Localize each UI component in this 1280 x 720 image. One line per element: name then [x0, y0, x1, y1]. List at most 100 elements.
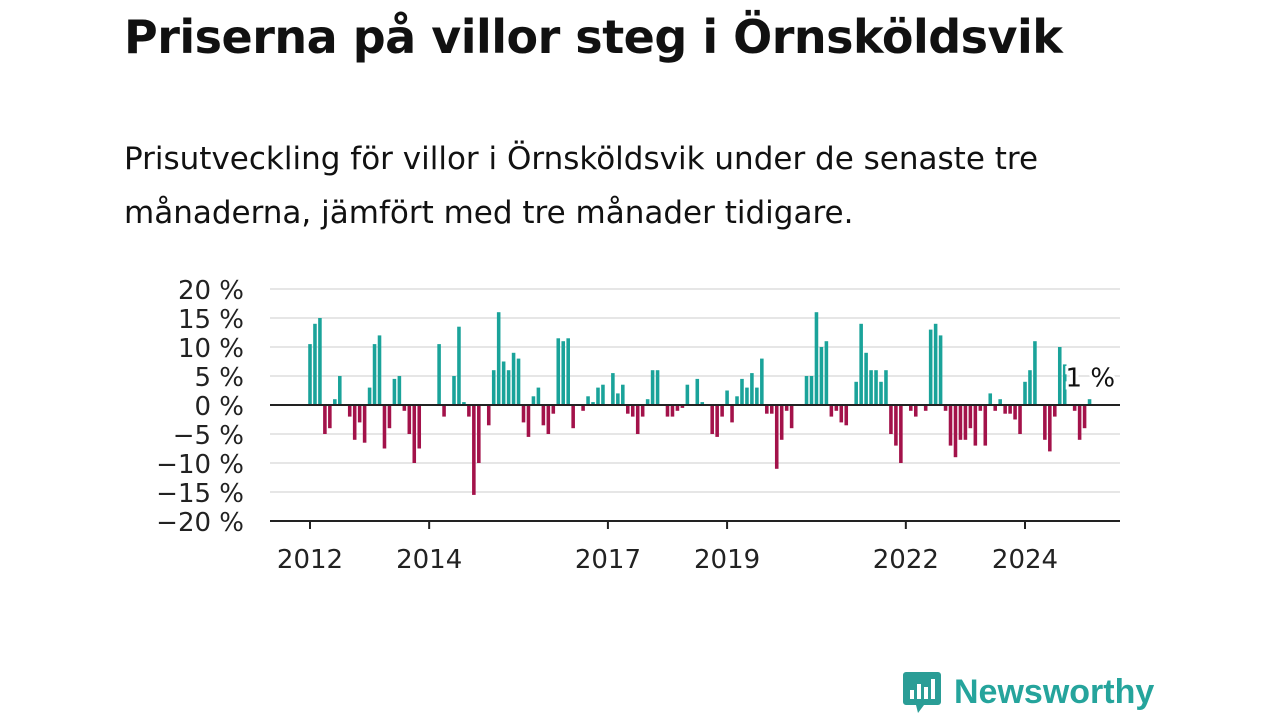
bar	[1013, 405, 1017, 420]
bar	[452, 376, 456, 405]
bar	[357, 405, 362, 423]
bar	[566, 338, 570, 405]
x-tick-label: 2019	[694, 545, 760, 575]
bar	[313, 323, 317, 405]
bar	[869, 370, 873, 405]
bar	[973, 405, 978, 446]
bar	[993, 405, 997, 411]
bar	[467, 405, 471, 417]
y-tick-label: 15 %	[178, 305, 244, 335]
bar	[333, 399, 337, 405]
x-tick-label: 2022	[873, 545, 939, 575]
x-tick-label: 2014	[396, 545, 462, 575]
bar	[531, 396, 536, 405]
bar	[735, 396, 739, 405]
bar	[616, 393, 620, 405]
bar	[819, 347, 824, 405]
newsworthy-logo-icon	[903, 672, 941, 713]
bar	[472, 405, 476, 495]
bar	[730, 405, 734, 423]
bar	[586, 396, 590, 405]
bar	[402, 405, 407, 411]
bar	[591, 402, 595, 405]
bar	[894, 405, 898, 446]
bar	[442, 405, 446, 417]
bar	[670, 405, 675, 417]
bar	[864, 352, 868, 405]
bar	[407, 405, 412, 434]
bar	[611, 373, 615, 405]
bar	[760, 358, 764, 405]
bar	[596, 387, 600, 405]
bar	[387, 405, 392, 429]
bar	[889, 405, 893, 434]
bar	[804, 376, 809, 405]
bar	[536, 387, 541, 405]
bar	[323, 405, 327, 434]
bar	[377, 335, 382, 405]
brand-logo[interactable]: Newsworthy	[902, 670, 1154, 714]
bar	[655, 370, 660, 405]
bar	[998, 399, 1002, 405]
bar	[457, 326, 461, 405]
bar	[1033, 341, 1037, 405]
end-value-annotation: 1 %	[1066, 363, 1116, 393]
bar	[755, 387, 759, 405]
bar	[1082, 405, 1087, 429]
bar	[1057, 347, 1062, 405]
bar	[695, 378, 700, 405]
y-tick-label: −15 %	[156, 479, 244, 509]
bar	[720, 405, 724, 417]
bar	[700, 402, 705, 405]
bar	[1018, 405, 1022, 434]
bar	[765, 405, 769, 414]
bar	[923, 405, 928, 411]
bar	[769, 405, 774, 414]
bar	[462, 402, 466, 405]
bar	[879, 381, 883, 405]
bar	[352, 405, 357, 440]
page-subtitle: Prisutveckling för villor i Örnsköldsvik…	[124, 141, 1039, 231]
y-tick-label: 0 %	[194, 392, 244, 422]
bar	[601, 384, 605, 405]
bar	[362, 405, 367, 443]
bar	[328, 405, 332, 429]
bar	[675, 405, 680, 411]
y-tick-label: 20 %	[178, 276, 244, 306]
bar	[551, 405, 556, 414]
bar	[665, 405, 670, 417]
bar	[546, 405, 551, 434]
x-tick-label: 2024	[992, 545, 1058, 575]
bar	[347, 405, 352, 417]
bar	[308, 344, 312, 405]
x-tick-label: 2017	[575, 545, 641, 575]
bar	[437, 344, 441, 405]
bar	[541, 405, 546, 426]
bar	[963, 405, 968, 440]
bar	[571, 405, 575, 429]
bar	[740, 378, 744, 405]
bar	[1008, 405, 1012, 414]
bar	[774, 405, 779, 469]
bar	[318, 318, 322, 405]
bar	[814, 312, 819, 405]
bar	[1003, 405, 1007, 414]
bar	[899, 405, 903, 463]
bar	[1053, 405, 1057, 417]
bar	[372, 344, 377, 405]
bar	[750, 373, 754, 405]
bar	[913, 405, 918, 417]
bar	[630, 405, 635, 417]
bar	[635, 405, 640, 434]
y-tick-label: 10 %	[178, 334, 244, 364]
page-title: Priserna på villor steg i Örnsköldsvik	[124, 10, 1063, 64]
bar	[1072, 405, 1077, 411]
bar	[1062, 364, 1067, 405]
bar	[650, 370, 655, 405]
bar	[1087, 399, 1092, 405]
bar	[854, 381, 858, 405]
bar	[834, 405, 839, 411]
bar	[839, 405, 844, 423]
bar	[824, 341, 829, 405]
